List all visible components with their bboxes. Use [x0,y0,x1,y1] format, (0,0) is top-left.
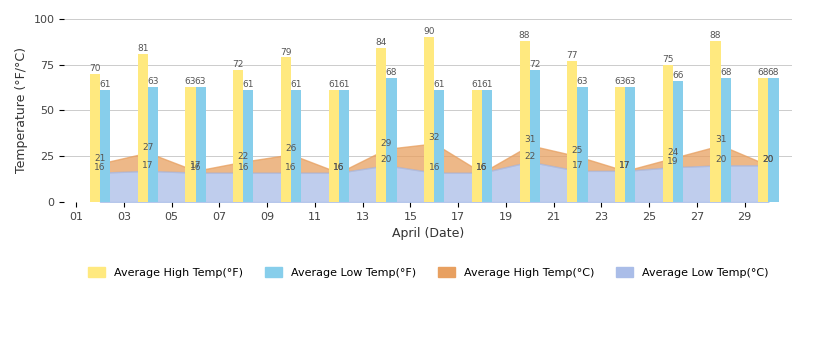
Text: 68: 68 [386,68,398,77]
Text: 88: 88 [710,31,721,40]
Text: 61: 61 [481,80,493,89]
Bar [196,87,206,202]
Bar [520,41,530,202]
Bar [339,90,349,202]
Text: 61: 61 [242,80,254,89]
Text: 63: 63 [147,77,159,86]
Text: 72: 72 [529,60,540,69]
Text: 27: 27 [142,143,154,152]
Text: 61: 61 [338,80,349,89]
Text: 16: 16 [237,163,249,172]
Text: 63: 63 [195,77,207,86]
Text: 16: 16 [95,163,106,172]
Text: 72: 72 [232,60,244,69]
Text: 75: 75 [662,55,674,64]
Bar [90,74,100,202]
Text: 90: 90 [423,28,435,36]
Bar [376,48,387,202]
Text: 17: 17 [619,161,631,170]
Text: 32: 32 [428,134,440,143]
Text: 63: 63 [614,77,626,86]
Bar [482,90,492,202]
Bar [424,37,434,202]
Bar [769,77,779,202]
Text: 16: 16 [428,163,440,172]
Bar [673,81,683,202]
Bar [291,90,301,202]
Text: 88: 88 [519,31,530,40]
Text: 61: 61 [100,80,111,89]
Bar [662,65,673,202]
Bar [615,87,625,202]
Text: 68: 68 [758,68,769,77]
X-axis label: April (Date): April (Date) [392,227,464,240]
Bar [759,77,769,202]
Bar [185,87,196,202]
Text: 81: 81 [137,44,149,53]
Bar [243,90,253,202]
Text: 63: 63 [185,77,196,86]
Bar [578,87,588,202]
Text: 25: 25 [572,146,583,155]
Text: 22: 22 [524,152,535,161]
Text: 16: 16 [333,163,344,172]
Bar [100,90,110,202]
Text: 63: 63 [624,77,636,86]
Bar [138,54,148,202]
Bar [233,70,243,202]
Text: 84: 84 [376,38,387,47]
Text: 77: 77 [567,51,579,60]
Text: 29: 29 [381,139,393,148]
Text: 61: 61 [471,80,482,89]
Text: 20: 20 [381,155,393,164]
Bar [471,90,482,202]
Text: 22: 22 [237,152,249,161]
Text: 70: 70 [90,64,100,73]
Text: 24: 24 [667,148,678,157]
Text: 16: 16 [286,163,297,172]
Text: 16: 16 [190,163,202,172]
Bar [329,90,339,202]
Text: 17: 17 [619,161,631,170]
Legend: Average High Temp(°F), Average Low Temp(°F), Average High Temp(°C), Average Low : Average High Temp(°F), Average Low Temp(… [84,262,773,282]
Bar [281,58,291,202]
Text: 26: 26 [286,144,296,153]
Text: 68: 68 [768,68,779,77]
Bar [710,41,720,202]
Bar [148,87,158,202]
Text: 17: 17 [190,161,202,170]
Bar [434,90,444,202]
Text: 19: 19 [667,157,679,166]
Bar [625,87,635,202]
Bar [530,70,540,202]
Bar [720,77,730,202]
Text: 61: 61 [328,80,339,89]
Text: 16: 16 [476,163,488,172]
Bar [567,61,578,202]
Text: 16: 16 [333,163,344,172]
Bar [387,77,397,202]
Text: 20: 20 [763,155,774,164]
Y-axis label: Temperature (°F/°C): Temperature (°F/°C) [15,47,28,173]
Text: 17: 17 [142,161,154,170]
Text: 61: 61 [433,80,445,89]
Text: 63: 63 [577,77,588,86]
Text: 20: 20 [715,155,726,164]
Text: 68: 68 [720,68,731,77]
Text: 20: 20 [763,155,774,164]
Text: 61: 61 [290,80,302,89]
Text: 31: 31 [524,135,535,144]
Text: 21: 21 [95,153,105,163]
Text: 17: 17 [572,161,583,170]
Text: 66: 66 [672,71,684,80]
Text: 16: 16 [476,163,488,172]
Text: 31: 31 [715,135,726,144]
Text: 79: 79 [281,47,291,56]
